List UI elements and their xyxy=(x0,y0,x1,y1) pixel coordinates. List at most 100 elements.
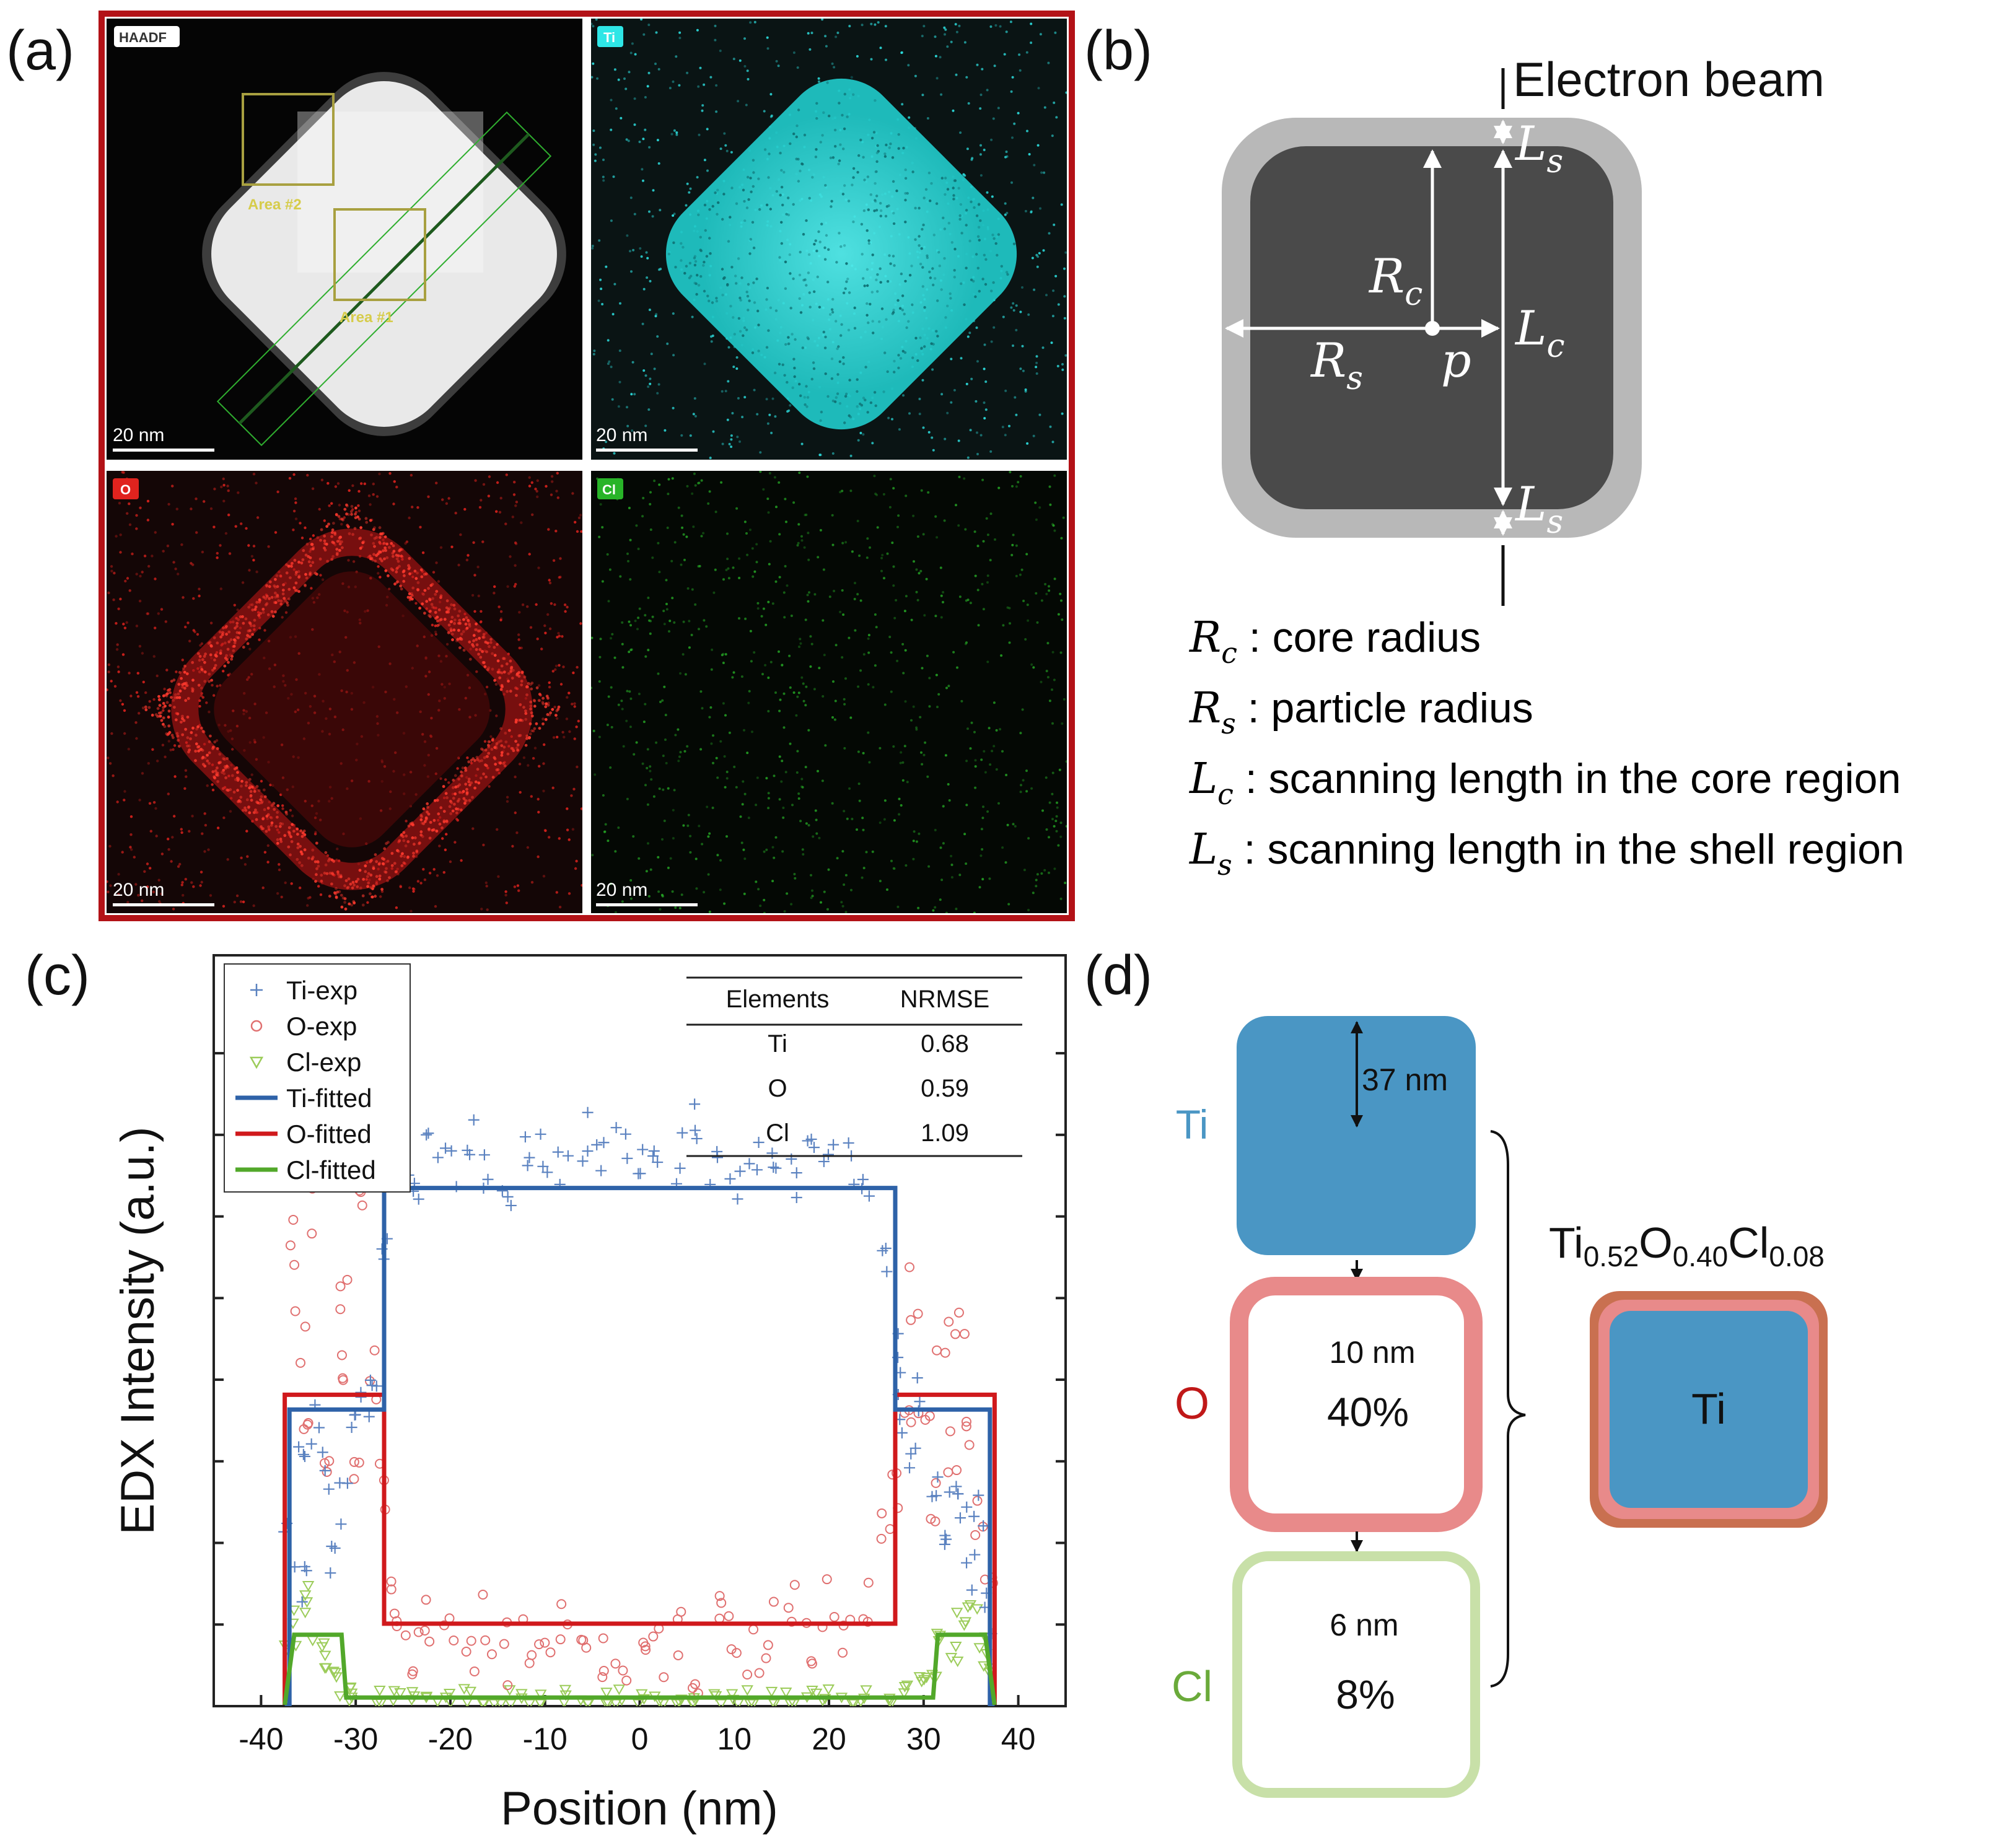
texture-dot xyxy=(563,603,567,607)
texture-dot xyxy=(681,653,685,656)
texture-dot xyxy=(984,258,988,261)
texture-dot xyxy=(340,517,344,521)
texture-dot xyxy=(402,839,406,843)
texture-dot xyxy=(953,388,956,392)
texture-dot xyxy=(378,877,382,881)
texture-dot xyxy=(834,400,837,403)
texture-dot xyxy=(171,484,174,488)
texture-dot xyxy=(460,774,463,777)
texture-dot xyxy=(699,275,703,278)
texture-dot xyxy=(559,576,562,579)
texture-dot xyxy=(874,199,877,202)
texture-dot xyxy=(745,291,748,294)
texture-dot xyxy=(167,838,170,841)
texture-dot xyxy=(918,832,921,835)
texture-dot xyxy=(128,523,132,527)
texture-dot xyxy=(499,761,502,764)
texture-dot xyxy=(481,661,485,664)
texture-dot xyxy=(323,872,327,875)
texture-dot xyxy=(374,895,377,898)
texture-dot xyxy=(304,553,308,557)
texture-dot xyxy=(1034,501,1037,504)
texture-dot xyxy=(908,116,911,119)
texture-dot xyxy=(819,419,822,423)
texture-dot xyxy=(824,372,827,375)
texture-dot xyxy=(1065,91,1067,94)
texture-dot xyxy=(844,874,848,877)
texture-dot xyxy=(757,177,760,180)
texture-dot xyxy=(1011,543,1014,546)
data-point xyxy=(349,1456,359,1467)
texture-dot xyxy=(758,208,761,211)
texture-dot xyxy=(596,77,599,80)
texture-dot xyxy=(1004,155,1007,159)
texture-dot xyxy=(178,862,182,866)
texture-dot xyxy=(712,734,714,737)
texture-dot xyxy=(548,713,551,717)
texture-dot xyxy=(721,390,724,393)
data-point xyxy=(394,1688,406,1699)
texture-dot xyxy=(859,599,862,602)
texture-dot xyxy=(608,360,611,363)
texture-dot xyxy=(807,337,810,341)
texture-dot xyxy=(983,417,986,420)
texture-dot xyxy=(806,593,809,597)
texture-dot xyxy=(900,751,903,754)
texture-dot xyxy=(703,159,706,162)
texture-dot xyxy=(667,493,670,496)
texture-dot xyxy=(918,398,921,400)
texture-dot xyxy=(685,535,688,538)
texture-dot xyxy=(398,564,401,568)
texture-dot xyxy=(598,535,601,538)
texture-dot xyxy=(1010,306,1013,309)
texture-dot xyxy=(674,906,677,909)
texture-dot xyxy=(278,863,281,866)
texture-dot xyxy=(203,680,207,683)
texture-dot xyxy=(438,618,442,622)
texture-dot xyxy=(732,566,735,569)
texture-dot xyxy=(218,630,222,634)
texture-dot xyxy=(1051,771,1054,774)
texture-dot xyxy=(287,564,291,568)
texture-dot xyxy=(453,622,456,625)
texture-dot xyxy=(711,335,714,337)
texture-dot xyxy=(408,572,411,576)
texture-dot xyxy=(108,762,112,765)
texture-dot xyxy=(525,693,528,696)
texture-dot xyxy=(975,253,978,256)
texture-dot xyxy=(844,541,848,544)
texture-dot xyxy=(309,572,312,576)
texture-dot xyxy=(1048,836,1050,839)
texture-dot xyxy=(891,156,895,159)
texture-dot xyxy=(208,740,211,743)
texture-dot xyxy=(1006,273,1009,276)
texture-dot xyxy=(654,315,657,318)
texture-dot xyxy=(548,685,551,689)
texture-dot xyxy=(795,771,799,774)
texture-dot xyxy=(997,107,1000,110)
texture-dot xyxy=(921,35,924,38)
texture-dot xyxy=(285,571,289,575)
texture-dot xyxy=(774,580,778,583)
texture-dot xyxy=(465,558,469,562)
texture-dot xyxy=(1005,30,1008,33)
texture-dot xyxy=(1005,271,1009,274)
texture-dot xyxy=(862,751,865,755)
texture-dot xyxy=(1030,22,1033,25)
texture-dot xyxy=(525,734,529,738)
texture-dot xyxy=(274,595,277,599)
texture-dot xyxy=(725,149,729,152)
texture-dot xyxy=(807,600,810,603)
texture-dot xyxy=(379,576,382,579)
texture-dot xyxy=(668,87,672,90)
texture-dot xyxy=(1043,869,1046,872)
texture-dot xyxy=(882,493,885,496)
data-point xyxy=(877,1508,887,1518)
texture-dot xyxy=(123,799,126,802)
legend: Ti-expO-expCl-expTi-fittedO-fittedCl-fit… xyxy=(224,963,411,1193)
texture-dot xyxy=(897,354,900,357)
texture-dot xyxy=(229,638,233,641)
texture-dot xyxy=(186,736,190,740)
texture-dot xyxy=(915,568,918,571)
texture-dot xyxy=(181,733,185,737)
